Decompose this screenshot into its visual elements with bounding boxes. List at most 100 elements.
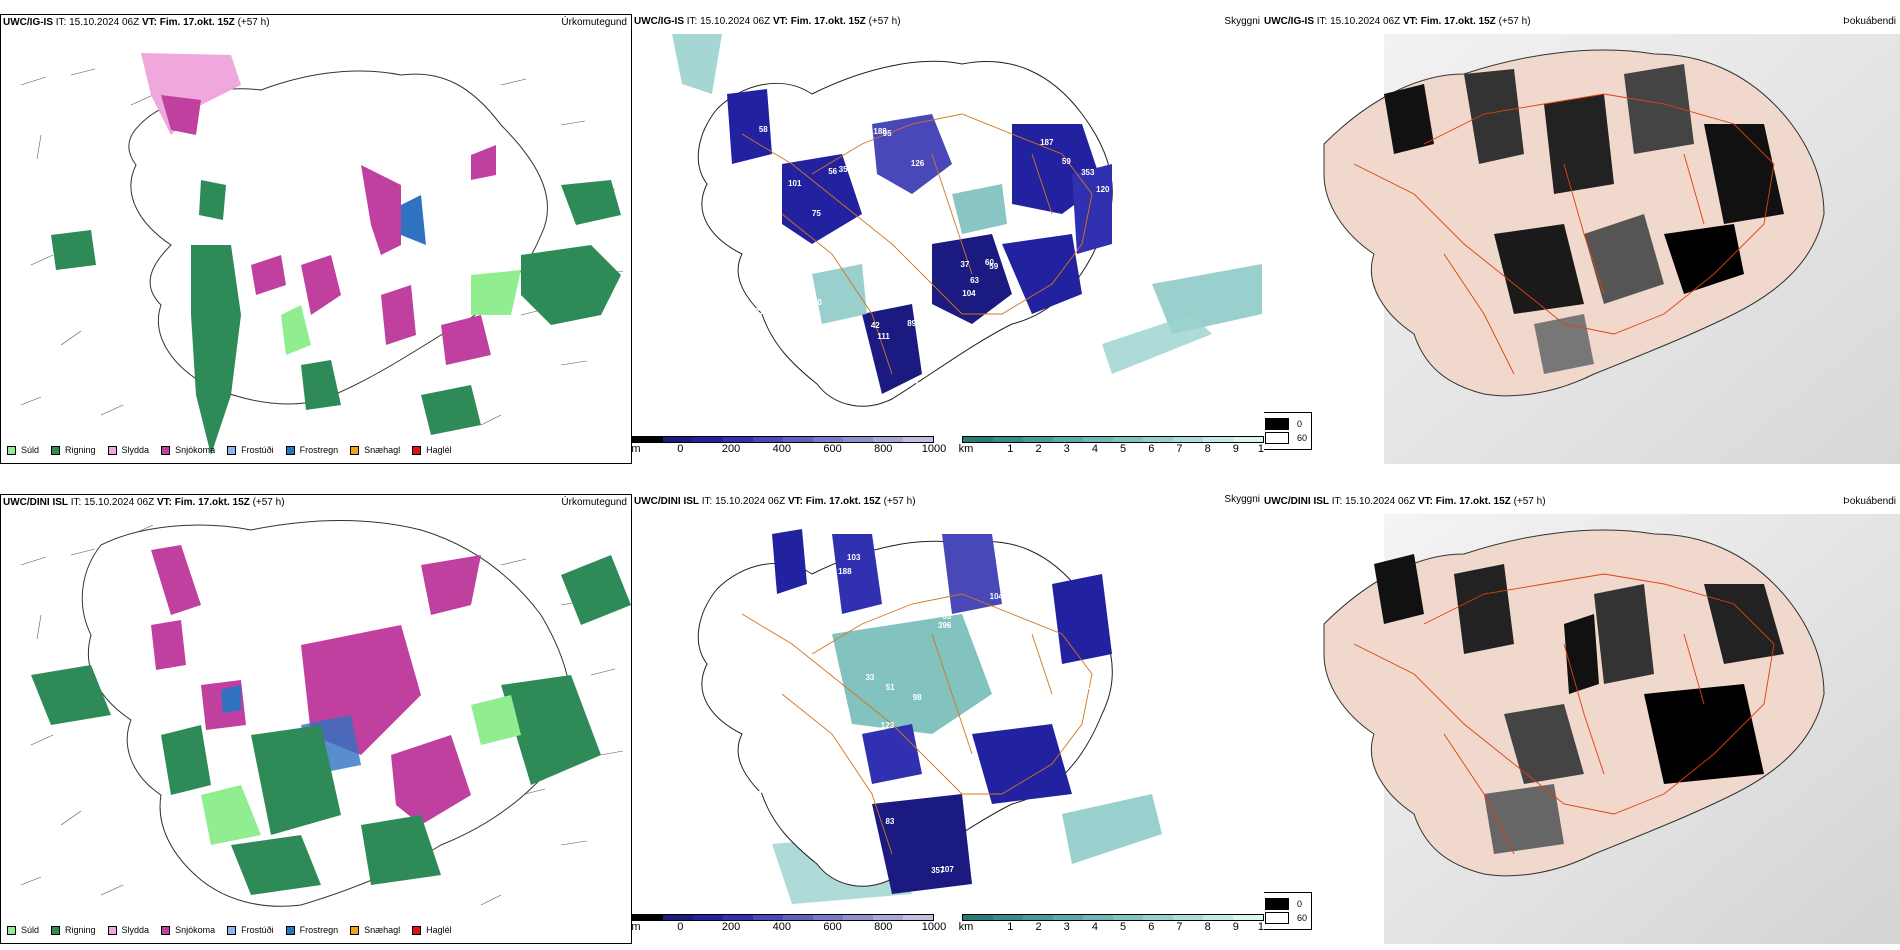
visibility-colorbar-tick: 5 <box>1120 443 1127 455</box>
cloudbase-colorbar-step <box>753 437 783 442</box>
cloudbase-colorbar-tick: 600 <box>823 443 842 455</box>
fog-index-panel-row1: UWC/IG-IS IT: 15.10.2024 06Z VT: Fim. 17… <box>1264 14 1900 464</box>
legend-item-rigning: Rigning <box>51 925 96 935</box>
visibility-colorbar-tick: 5 <box>1120 921 1127 933</box>
precip-map-row2 <box>20 520 631 907</box>
cloudbase-value-label: 89 <box>907 318 917 328</box>
fog-legend-label: 60 <box>1297 913 1308 923</box>
cloudbase-colorbar-strip <box>632 436 934 443</box>
cloudbase-value-label: 42 <box>752 789 762 799</box>
visibility-colorbar-tick: 1 <box>1007 443 1014 455</box>
visibility-colorbar-step <box>1113 915 1143 920</box>
legend-item-snjokoma: Snjókoma <box>161 925 215 935</box>
cloudbase-value-label: 71 <box>863 229 873 239</box>
precip-legend-row2: Súld Rigning Slydda Snjókoma Frostúði Fr… <box>7 925 464 935</box>
legend-item-snjokoma: Snjókoma <box>161 445 215 455</box>
cloudbase-colorbar-tick: 600 <box>823 921 842 933</box>
cloudbase-value-label: 103 <box>847 553 861 563</box>
precip-panel-name-row1: Úrkomutegund <box>561 17 627 28</box>
visibility-colorbar-ticks: km 1 2 3 4 5 6 7 8 9 10 <box>959 443 1264 455</box>
legend-item-frostregn: Frostregn <box>285 445 338 455</box>
visibility-colorbar-step <box>963 437 993 442</box>
swatch <box>412 925 422 935</box>
visibility-colorbar-tick: 4 <box>1091 443 1098 455</box>
precip-areas <box>51 53 621 455</box>
swatch <box>350 925 360 935</box>
precip-type-panel-row2: UWC/DINI ISL IT: 15.10.2024 06Z VT: Fim.… <box>0 494 632 944</box>
cloudbase-colorbar-step <box>723 437 753 442</box>
cloudbase-value-label: 35 <box>838 165 848 175</box>
fog-legend-item-0: 0 <box>1265 418 1307 430</box>
cloudbase-colorbar-tick: 1000 <box>921 921 947 933</box>
cloudbase-value-label: 27 <box>952 331 962 341</box>
cloudbase-value-label: 126 <box>910 158 925 168</box>
cloudbase-value-label: 37 <box>960 260 970 269</box>
swatch <box>1265 418 1289 430</box>
legend-label: Frostregn <box>299 925 339 935</box>
cloudbase-title-row1: UWC/IG-IS IT: 15.10.2024 06Z VT: Fim. 17… <box>634 16 901 27</box>
cloudbase-colorbar-step <box>903 437 933 442</box>
cloudbase-colorbar-tick: 0 <box>677 443 684 455</box>
swatch <box>107 445 117 455</box>
fog-legend-row2: 0 60 <box>1264 892 1313 930</box>
cloudbase-value-label: 396 <box>938 621 952 631</box>
visibility-colorbar-step <box>1053 437 1083 442</box>
swatch <box>7 445 16 455</box>
road-network <box>1353 93 1775 375</box>
cloudbase-value-label: 67 <box>1062 113 1072 123</box>
cloudbase-value-label: 101 <box>753 195 767 205</box>
cloudbase-colorbar-row1: m 0 200 400 600 800 1000 <box>632 436 946 455</box>
cloudbase-value-label: 138 <box>771 368 785 378</box>
legend-label: Snæhagl <box>364 925 401 935</box>
cloudbase-value-label: 185 <box>1091 679 1105 689</box>
legend-label: Snæhagl <box>364 445 401 455</box>
cloudbase-value-label: 48 <box>757 659 767 669</box>
cloudbase-colorbar-ticks: m 0 200 400 600 800 1000 <box>632 443 946 455</box>
fog-areas <box>1374 554 1784 854</box>
cloudbase-value-label: 190 <box>741 369 755 379</box>
cloudbase-value-label: 248 <box>746 601 761 611</box>
cloudbase-value-label: 75 <box>811 209 821 219</box>
cloudbase-value-label: 242 <box>925 194 939 204</box>
visibility-colorbar-tick: 3 <box>1063 443 1070 455</box>
swatch <box>51 925 61 935</box>
cloudbase-value-label: 63 <box>970 276 980 286</box>
cloudbase-map-row2 <box>697 529 1162 904</box>
precip-areas <box>31 545 631 895</box>
fog-legend-row1: 0 60 <box>1264 412 1313 450</box>
cloudbase-value-label: 39 <box>793 147 803 157</box>
cloudbase-value-label: 162 <box>1027 678 1041 687</box>
cloudbase-value-label: 69 <box>844 866 854 876</box>
cloudbase-colorbar-step <box>633 915 663 920</box>
cloudbase-colorbar-tick: 400 <box>772 921 791 933</box>
cloudbase-colorbar-tick: 0 <box>677 921 684 933</box>
swatch <box>161 925 171 935</box>
cloudbase-value-label: 56 <box>828 167 838 177</box>
visibility-colorbar-tick: 8 <box>1204 921 1211 933</box>
visibility-colorbar-step <box>993 915 1023 920</box>
cloudbase-value-label: 128 <box>1087 102 1101 112</box>
visibility-colorbar-unit: km <box>958 921 974 933</box>
cloudbase-value-label: 42 <box>983 95 993 105</box>
cloudbase-value-label: 40 <box>875 193 885 203</box>
swatch <box>1265 432 1289 444</box>
legend-label: Rigning <box>65 925 96 935</box>
cloudbase-value-label: 85 <box>867 835 876 845</box>
cloudbase-colorbar-tick: 800 <box>874 443 893 455</box>
cloudbase-value-label: 123 <box>880 721 895 730</box>
cloudbase-value-label: 39 <box>1025 666 1035 676</box>
cloudbase-colorbar-ticks: m 0 200 400 600 800 1000 <box>632 921 946 933</box>
cloudbase-value-label: 357 <box>931 866 945 876</box>
swatch <box>285 445 295 455</box>
visibility-colorbar-row1: km 1 2 3 4 5 6 7 8 9 10 <box>959 436 1264 455</box>
road-network <box>741 593 1093 855</box>
visibility-colorbar-step <box>1083 915 1113 920</box>
cloudbase-value-label: 352 <box>775 706 789 716</box>
cloudbase-value-label: 52 <box>870 211 880 221</box>
cloudbase-value-label: 48 <box>1030 819 1040 829</box>
cloudbase-colorbar-step <box>723 915 753 920</box>
visibility-colorbar-step <box>993 437 1023 442</box>
cloudbase-colorbar-unit: m <box>632 921 641 933</box>
cloudbase-colorbar-step <box>663 437 693 442</box>
visibility-colorbar-step <box>1053 915 1083 920</box>
